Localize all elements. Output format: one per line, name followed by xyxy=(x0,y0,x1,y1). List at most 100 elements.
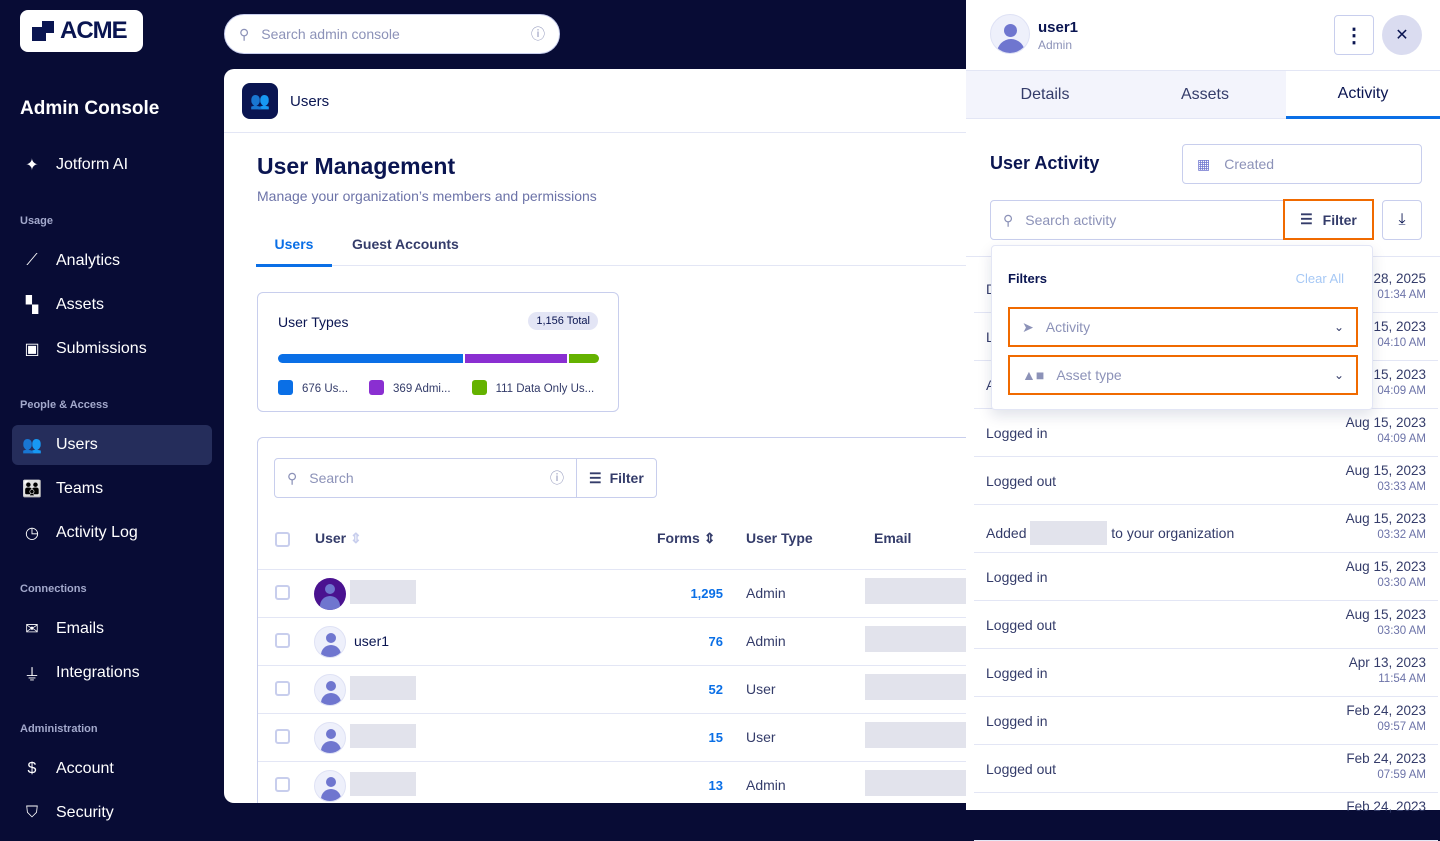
acme-logo[interactable]: ACME xyxy=(20,10,143,52)
sidebar-item-assets[interactable]: ▚ Assets xyxy=(12,285,212,325)
legend-item: 369 Admi... xyxy=(369,380,451,395)
global-search-input[interactable]: ⚲ Search admin console ⓘ xyxy=(224,14,560,54)
column-user-type[interactable]: User Type xyxy=(746,530,813,546)
activity-time: 03:33 AM xyxy=(1377,481,1426,493)
sidebar-item-label: Integrations xyxy=(56,664,140,681)
sidebar-item-label: Account xyxy=(56,760,114,777)
redacted-name xyxy=(350,580,416,604)
panel-user-name: user1 xyxy=(1038,19,1079,36)
sidebar-item-label: Users xyxy=(56,436,98,453)
more-options-button[interactable]: ⋮ xyxy=(1334,15,1374,55)
sidebar-item-label: Submissions xyxy=(56,340,147,357)
avatar xyxy=(314,674,346,706)
search-placeholder: Search xyxy=(309,470,354,486)
asset-type-filter-select[interactable]: ▲■ Asset type ⌄ xyxy=(1008,355,1358,395)
bar-segment xyxy=(465,354,567,363)
row-checkbox[interactable] xyxy=(275,681,290,696)
activity-search-input[interactable]: ⚲ Search activity xyxy=(990,200,1374,240)
sidebar-item-emails[interactable]: ✉ Emails xyxy=(12,609,212,649)
date-created-picker[interactable]: ▦ Created xyxy=(1182,144,1422,184)
table-row[interactable]: 52 User xyxy=(258,665,966,713)
redacted-user xyxy=(1030,521,1108,545)
activity-filter-button[interactable]: ☰ Filter xyxy=(1283,199,1374,240)
chart-icon: ⟋ xyxy=(26,252,38,269)
table-row[interactable]: user1 76 Admin xyxy=(258,617,966,665)
table-search-input[interactable]: ⚲ Search ⓘ xyxy=(275,459,577,497)
clear-all-button[interactable]: Clear All xyxy=(1295,271,1344,286)
activity-label: Logged in xyxy=(986,425,1048,441)
sidebar-item-label: Emails xyxy=(56,620,105,637)
activity-text-suffix: to your organization xyxy=(1111,525,1235,541)
users-table-card: ⚲ Search ⓘ ☰ Filter User ⇕ Forms ⇕ User Typ… xyxy=(257,437,966,803)
main-content: 👥 Users User Management Manage your orga… xyxy=(224,69,966,803)
activity-filter-select[interactable]: ➤ Activity ⌄ xyxy=(1008,307,1358,347)
page-header-title: Users xyxy=(290,93,330,110)
sidebar-item-label: Security xyxy=(56,804,114,821)
close-button[interactable]: ✕ xyxy=(1382,15,1422,55)
filter-label: Filter xyxy=(1322,211,1357,228)
user-name[interactable]: user1 xyxy=(354,633,390,649)
tab-activity[interactable]: Activity xyxy=(1286,71,1440,119)
sidebar-item-users[interactable]: 👥 Users xyxy=(12,425,212,465)
sidebar-item-integrations[interactable]: ⏚ Integrations xyxy=(12,653,212,693)
sidebar-item-account[interactable]: $ Account xyxy=(12,749,212,789)
activity-time: 11:54 AM xyxy=(1378,673,1426,685)
sparkle-icon: ✦ xyxy=(25,157,39,174)
tab-assets[interactable]: Assets xyxy=(1180,86,1229,103)
forms-count[interactable]: 52 xyxy=(708,682,723,697)
sidebar-item-submissions[interactable]: ▣ Submissions xyxy=(12,329,212,369)
tab-guest-accounts[interactable]: Guest Accounts xyxy=(352,236,459,252)
activity-label: Logged out xyxy=(986,473,1056,489)
table-row[interactable]: 13 Admin xyxy=(258,761,966,803)
activity-text: L xyxy=(986,329,994,345)
row-checkbox[interactable] xyxy=(275,777,290,792)
row-checkbox[interactable] xyxy=(275,585,290,600)
activity-time: 04:10 AM xyxy=(1377,337,1426,349)
legend-label: 111 Data Only Us... xyxy=(495,383,595,395)
row-checkbox[interactable] xyxy=(275,633,290,648)
shapes-icon: ▲■ xyxy=(1022,367,1045,383)
redacted-name xyxy=(350,772,416,796)
kebab-icon: ⋮ xyxy=(1344,24,1364,47)
column-forms[interactable]: Forms ⇕ xyxy=(657,530,715,547)
sidebar-item-jotform-ai[interactable]: ✦ Jotform AI xyxy=(12,145,212,185)
close-icon: ✕ xyxy=(1395,27,1409,44)
sidebar-item-teams[interactable]: 👪 Teams xyxy=(12,469,212,509)
info-icon[interactable]: ⓘ xyxy=(550,470,564,486)
column-user[interactable]: User ⇕ xyxy=(315,530,362,547)
download-button[interactable]: ⤓ xyxy=(1382,200,1422,240)
sidebar-item-activity-log[interactable]: ◷ Activity Log xyxy=(12,513,212,553)
plug-icon: ⏚ xyxy=(23,667,40,684)
forms-count[interactable]: 15 xyxy=(708,730,723,745)
activity-text: Logged out xyxy=(986,617,1057,633)
download-icon: ⤓ xyxy=(1398,211,1406,228)
activity-time: 01:34 AM xyxy=(1377,289,1426,301)
forms-count[interactable]: 76 xyxy=(708,634,723,649)
select-all-checkbox[interactable] xyxy=(275,532,290,547)
avatar xyxy=(314,578,346,610)
search-icon: ⚲ xyxy=(287,469,298,486)
table-row[interactable]: 15 User xyxy=(258,713,966,761)
activity-date: Feb 24, 2023 xyxy=(1346,703,1426,718)
table-filter-button[interactable]: ☰ Filter xyxy=(577,470,656,487)
billing-icon: $ xyxy=(27,760,37,777)
sort-icon: ⇕ xyxy=(703,530,716,546)
row-checkbox[interactable] xyxy=(275,729,290,744)
forms-count[interactable]: 13 xyxy=(708,778,723,793)
activity-time: 04:09 AM xyxy=(1377,433,1426,445)
filter-icon: ☰ xyxy=(1300,211,1313,227)
search-placeholder: Search admin console xyxy=(261,26,400,42)
column-email[interactable]: Email xyxy=(874,530,912,546)
info-icon[interactable]: ⓘ xyxy=(531,26,545,42)
table-row[interactable]: 1,295 Admin xyxy=(258,569,966,617)
tab-details[interactable]: Details xyxy=(1020,86,1070,103)
forms-count[interactable]: 1,295 xyxy=(690,586,723,601)
user-type: Admin xyxy=(746,633,786,649)
sidebar-item-analytics[interactable]: ⟋ Analytics xyxy=(12,241,212,281)
user-type: User xyxy=(746,681,776,697)
chevron-down-icon: ⌄ xyxy=(1333,320,1344,334)
redacted-name xyxy=(350,676,416,700)
sidebar-item-security[interactable]: ⛉ Security xyxy=(12,793,212,833)
tab-users[interactable]: Users xyxy=(256,236,332,267)
column-label: User xyxy=(315,530,347,546)
